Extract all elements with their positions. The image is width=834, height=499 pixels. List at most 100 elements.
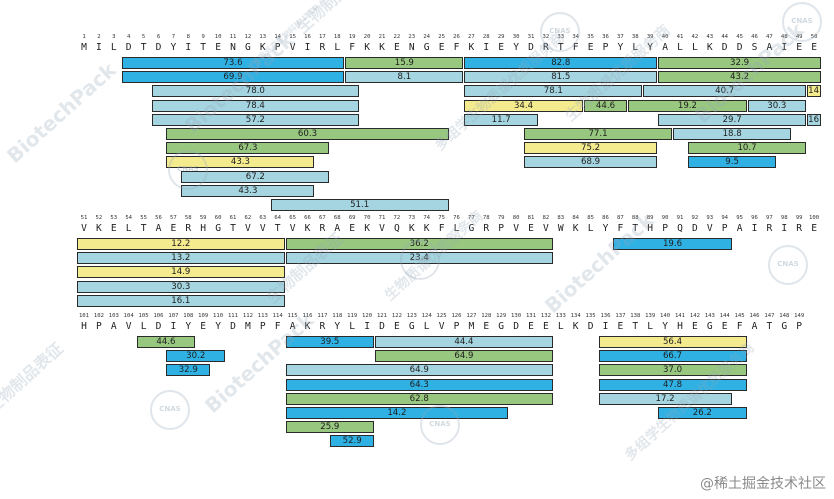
residue-letter: E [170, 223, 177, 234]
residue-number: 41 [676, 34, 684, 40]
peptide-bar: 30.3 [77, 280, 285, 293]
residue-number: 68 [333, 215, 341, 221]
residue-letter: D [155, 321, 162, 332]
residue-number: 131 [525, 313, 537, 319]
peptide-bar: 9.5 [687, 156, 777, 169]
residue-number: 106 [153, 313, 164, 319]
residue-letter: K [364, 223, 370, 234]
residue-number: 11 [229, 34, 237, 40]
residue-number: 72 [393, 215, 401, 221]
residue-number: 102 [93, 313, 104, 319]
residue-number: 81 [527, 215, 535, 221]
residue-letter: A [289, 321, 296, 332]
residue-letter: G [781, 321, 788, 332]
residue-letter: I [781, 223, 788, 234]
residue-number: 134 [570, 313, 581, 319]
residue-letter: K [572, 223, 579, 234]
residue-letter: E [543, 321, 549, 332]
residue-letter: D [155, 42, 162, 53]
peptide-bar: 47.8 [598, 378, 747, 391]
residue-letter: K [468, 42, 475, 53]
residue-number: 44 [721, 34, 729, 40]
residue-letter: K [408, 223, 415, 234]
residue-letter: I [170, 321, 177, 332]
residue-letter: P [498, 223, 505, 234]
residue-letter: A [334, 223, 341, 234]
peptide-bar: 32.9 [658, 57, 822, 69]
peptide-bar: 44.6 [136, 336, 196, 348]
residue-number: 137 [615, 313, 626, 319]
cnas-logo-icon: CNAS [782, 2, 822, 42]
residue-number: 60 [214, 215, 222, 221]
residue-letter: E [811, 42, 817, 53]
residue-letter: V [438, 321, 445, 332]
residue-number: 127 [466, 313, 477, 319]
residue-letter: K [304, 223, 311, 234]
residue-letter: L [334, 42, 341, 53]
residue-number: 107 [168, 313, 179, 319]
residue-letter: L [587, 223, 594, 234]
residue-letter: K [304, 321, 311, 332]
residue-letter: R [319, 42, 326, 53]
peptide-bar: 82.8 [464, 57, 658, 69]
residue-letter: E [349, 223, 356, 234]
peptide-bar: 16.1 [77, 294, 285, 307]
residue-letter: D [692, 223, 698, 234]
peptide-bar: 25.9 [285, 421, 375, 434]
peptide-bar: 8.1 [345, 71, 464, 84]
peptide-bar: 19.2 [628, 99, 747, 112]
cnas-logo-icon: CNAS [400, 240, 440, 280]
residue-letter: G [498, 321, 505, 332]
residue-letter: V [289, 223, 296, 234]
residue-letter: A [110, 321, 117, 332]
peptide-bar: 56.4 [598, 336, 747, 348]
residue-letter: Y [647, 42, 654, 53]
residue-number: 57 [170, 215, 177, 221]
residue-letter: G [215, 223, 221, 234]
residue-number: 47 [766, 34, 773, 40]
residue-letter: G [423, 42, 430, 53]
residue-number: 13 [259, 34, 267, 40]
residue-letter: E [394, 321, 400, 332]
residue-letter: F [736, 321, 743, 332]
residue-number: 25 [438, 34, 445, 40]
residue-number: 129 [496, 313, 507, 319]
residue-number: 10 [214, 34, 222, 40]
residue-number: 74 [423, 215, 431, 221]
residue-number: 61 [229, 215, 237, 221]
residue-number: 113 [257, 313, 268, 319]
residue-letter: E [811, 223, 817, 234]
residue-number: 58 [184, 215, 192, 221]
cnas-logo-icon: CNAS [150, 390, 190, 430]
residue-letter: V [543, 223, 549, 234]
peptide-bar: 40.7 [643, 85, 807, 98]
residue-letter: Y [662, 321, 668, 332]
residue-letter: V [513, 223, 519, 234]
residue-number: 122 [391, 313, 402, 319]
residue-letter: E [394, 42, 400, 53]
peptide-bar: 44.6 [583, 99, 628, 112]
peptide-bar: 43.2 [658, 71, 822, 84]
residue-number: 114 [272, 313, 283, 319]
peptide-bar: 14.9 [77, 266, 285, 279]
residue-letter: A [766, 42, 773, 53]
residue-letter: D [736, 42, 743, 53]
residue-number: 79 [497, 215, 505, 221]
peptide-bar: 62.8 [285, 392, 553, 405]
residue-letter: H [647, 223, 654, 234]
peptide-bar: 78.4 [151, 99, 360, 112]
residue-letter: L [677, 42, 683, 53]
residue-letter: L [692, 42, 698, 53]
residue-number: 144 [719, 313, 730, 319]
residue-number: 1 [82, 34, 86, 40]
residue-number: 36 [602, 34, 609, 40]
peptide-bar: 13.2 [77, 252, 285, 265]
residue-number: 64 [274, 215, 282, 221]
peptide-bar: 14.2 [285, 407, 509, 419]
residue-letter: I [96, 42, 102, 53]
residue-letter: R [483, 223, 490, 234]
residue-number: 76 [453, 215, 460, 221]
residue-number: 109 [198, 313, 209, 319]
peptide-bar: 81.5 [464, 71, 658, 84]
residue-letter: D [528, 42, 534, 53]
